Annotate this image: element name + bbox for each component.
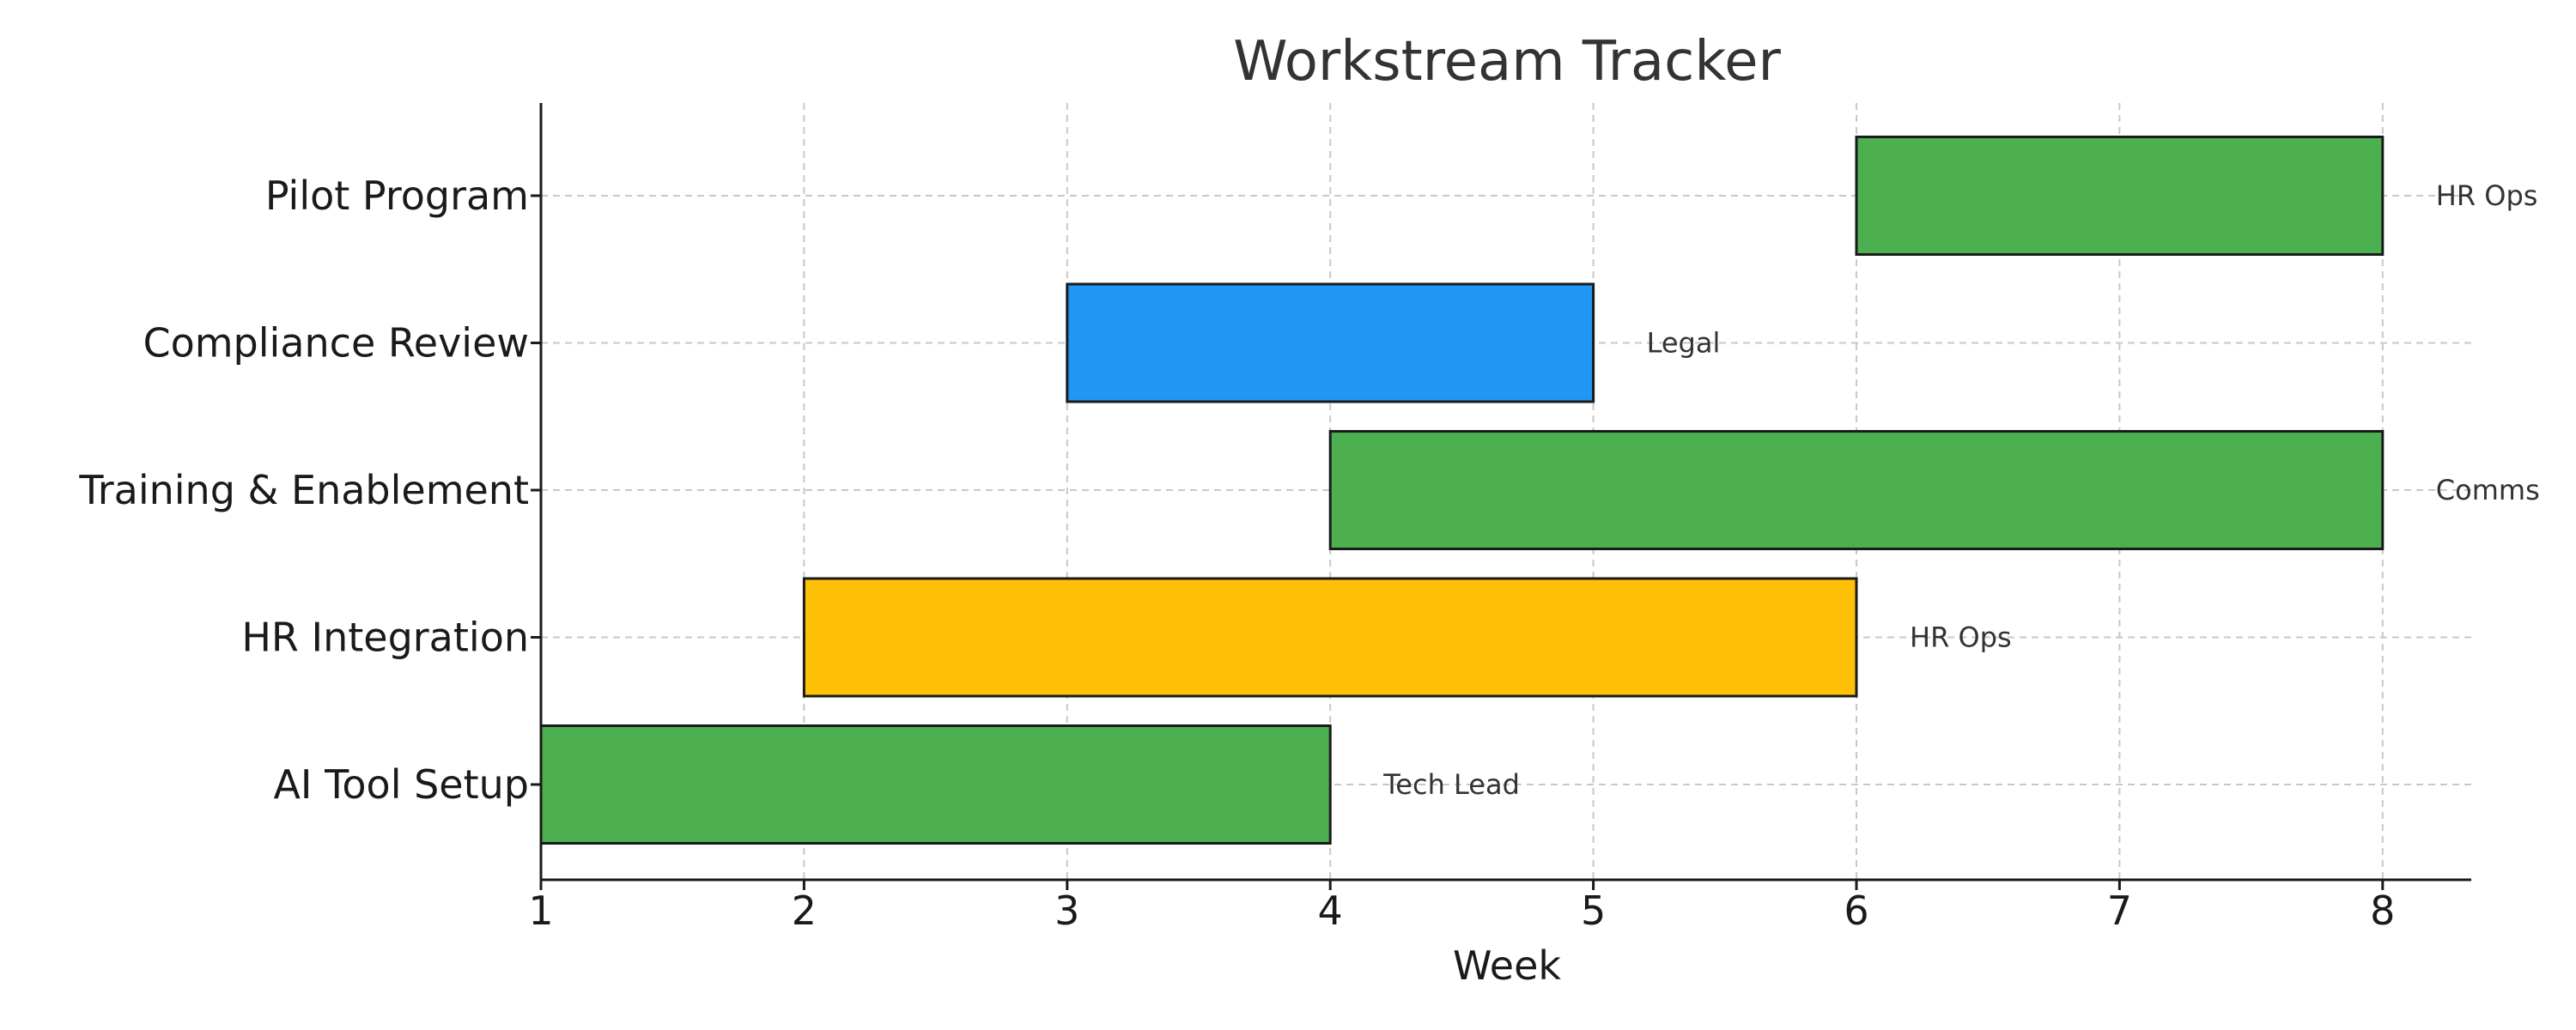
chart-title: Workstream Tracker [1233,30,1781,94]
x-tick-label: 4 [1318,888,1343,934]
task-label: AI Tool Setup [273,761,529,808]
x-tick-label: 8 [2370,888,2395,934]
owner-label: Tech Lead [1382,768,1520,801]
x-tick-label: 5 [1581,888,1606,934]
x-tick-label: 7 [2107,888,2132,934]
owner-label: HR Ops [1910,621,2012,654]
task-label: HR Integration [241,615,529,661]
x-tick-label: 3 [1054,888,1079,934]
label-layer: AI Tool Setup Tech Lead HR Integration HR O… [78,173,2539,934]
task-label: Compliance Review [143,320,529,367]
axis-layer [531,103,2471,890]
task-bar [1855,136,2385,256]
task-label: Pilot Program [265,173,529,219]
bar-layer [539,136,2385,845]
task-label: Training & Enablement [78,467,529,513]
task-bar [1066,282,1595,403]
task-bar [539,724,1332,845]
task-bar [802,577,1858,698]
task-bar [1328,430,2385,550]
owner-label: Comms [2436,474,2540,506]
x-tick-label: 1 [528,888,553,934]
owner-label: Legal [1647,327,1721,360]
x-axis-label: Week [1453,942,1561,989]
owner-label: HR Ops [2436,179,2538,212]
x-tick-label: 2 [792,888,817,934]
x-tick-label: 6 [1844,888,1868,934]
